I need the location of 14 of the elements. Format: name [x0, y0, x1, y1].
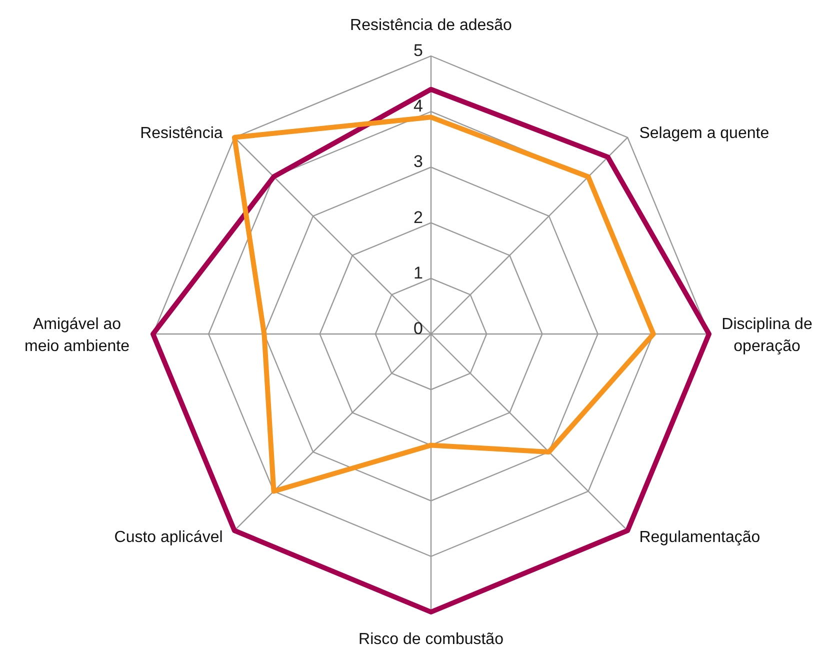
y-tick-label: 1 — [414, 263, 423, 282]
spoke-label: Disciplina de operação — [722, 316, 812, 355]
spoke-label: Resistência — [140, 124, 223, 142]
y-tick-label: 3 — [414, 152, 423, 172]
spoke-label: Amigável ao meio ambiente — [24, 316, 130, 355]
spoke-label: Custo aplicável — [114, 529, 223, 546]
y-tick-label: 5 — [414, 41, 423, 60]
spoke-label: Selagem a quente — [639, 124, 770, 142]
spoke-label: Risco de combustão — [358, 631, 504, 648]
spoke-label: Resistência de adesão — [350, 17, 512, 34]
y-tick-label: 4 — [414, 96, 423, 116]
spoke-label: Regulamentação — [639, 529, 760, 546]
y-tick-label: 2 — [414, 208, 423, 227]
y-tick-label: 0 — [414, 319, 423, 338]
